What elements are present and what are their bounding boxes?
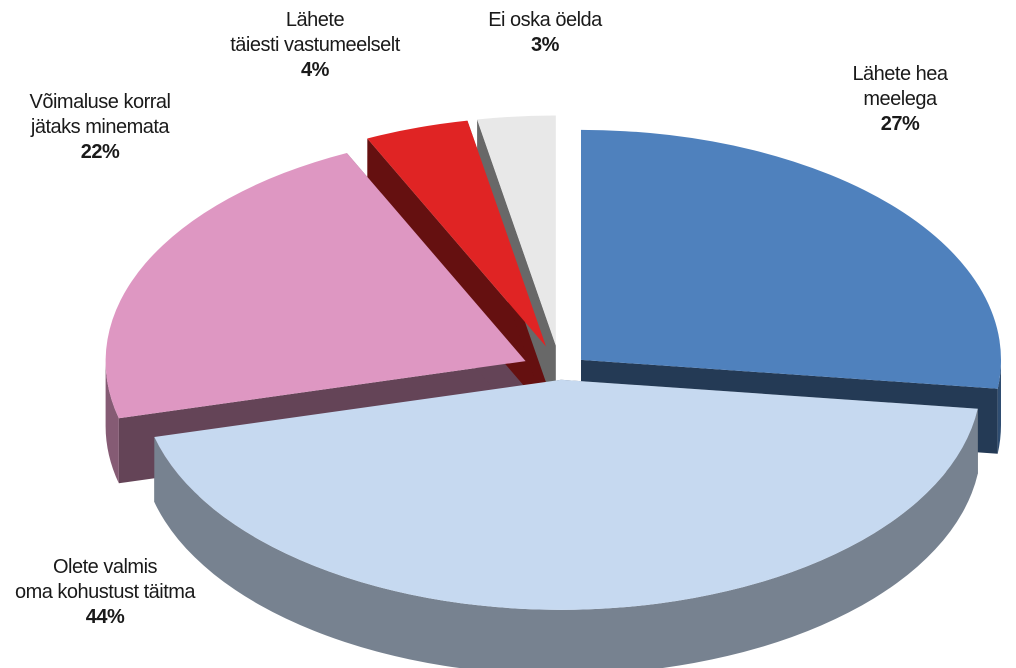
slice-rim: [997, 359, 1001, 454]
rim-faces: [105, 359, 1001, 668]
slice: [581, 129, 1002, 389]
slice-label: Lähete täiesti vastumeelselt 4%: [230, 8, 400, 83]
top-faces: [105, 115, 1002, 610]
slice-label: Võimaluse korral jätaks minemata 22%: [30, 90, 171, 165]
slice-label: Ei oska öelda 3%: [488, 8, 602, 58]
slice: [367, 120, 547, 347]
slice-label: Lähete hea meelega 27%: [842, 62, 958, 137]
category-label: Ei oska öelda: [488, 9, 602, 31]
slice-rim: [154, 408, 978, 668]
category-label: Lähete hea meelega: [852, 63, 948, 110]
category-label: Olete valmis oma kohustust täitma: [14, 556, 196, 603]
slice-rim: [105, 361, 119, 484]
value-label: 4%: [301, 59, 329, 81]
slice: [477, 115, 556, 346]
category-label: Lähete täiesti vastumeelselt: [230, 9, 400, 56]
value-label: 44%: [85, 606, 125, 628]
value-label: 27%: [880, 113, 920, 135]
slice: [154, 379, 978, 610]
category-label: Võimaluse korral jätaks minemata: [29, 91, 171, 138]
value-label: 3%: [531, 34, 559, 56]
slice-label: Olete valmis oma kohustust täitma 44%: [14, 555, 196, 630]
value-label: 22%: [80, 141, 120, 163]
slice: [105, 153, 526, 419]
